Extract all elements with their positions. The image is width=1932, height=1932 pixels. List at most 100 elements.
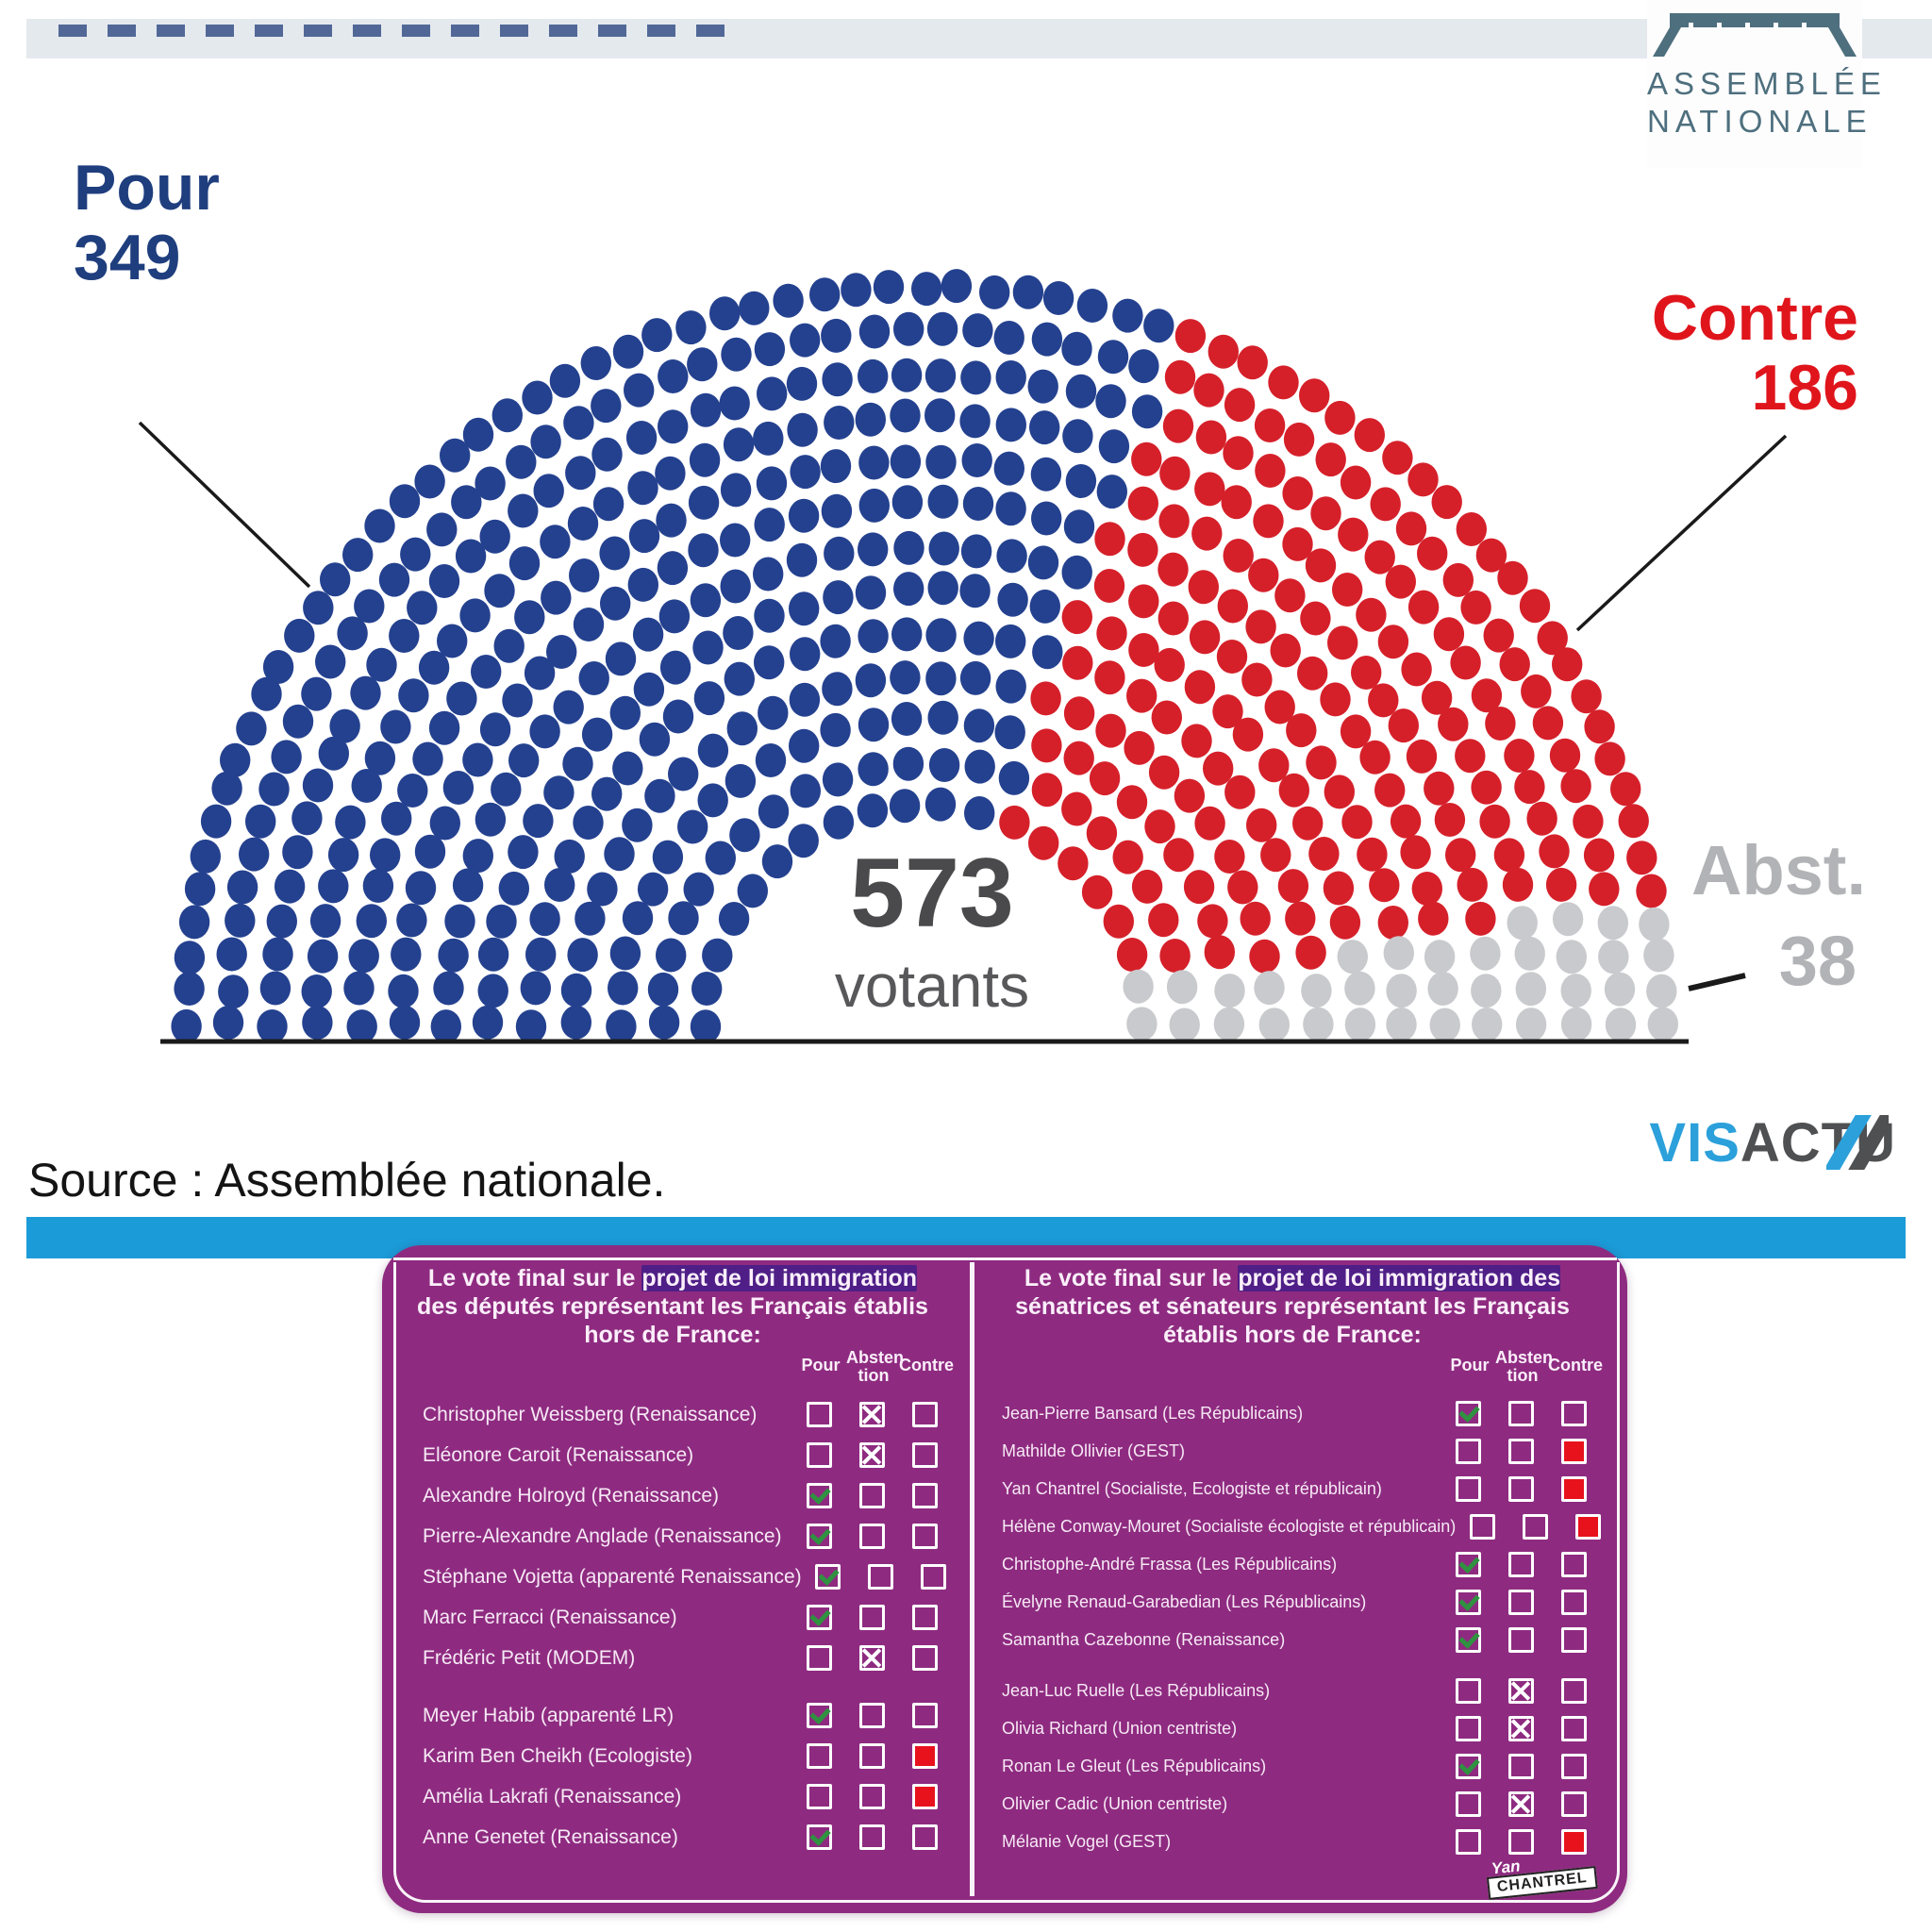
seat-dot (1166, 970, 1198, 1005)
seat-dot (1357, 837, 1388, 872)
seat-dot (211, 771, 242, 806)
seat-dot (627, 471, 658, 506)
seat-dot (628, 519, 660, 554)
seat-dot (995, 491, 1026, 526)
seat-dot (1598, 940, 1629, 974)
seat-dot (348, 939, 379, 974)
pour-annotation: Pour 349 (74, 153, 220, 292)
seat-dot (632, 617, 664, 652)
seat-dot (1470, 936, 1501, 971)
seat-dot (318, 736, 349, 771)
vote-cell-abstention (845, 1645, 898, 1671)
deputy-name: Meyer Habib (apparenté LR) (423, 1704, 675, 1726)
vote-rows-senateurs: Jean-Pierre Bansard (Les Républicains) Ma… (1002, 1394, 1601, 1860)
seat-dot (1475, 538, 1507, 573)
seat-dot (1208, 334, 1240, 369)
table-row: Mélanie Vogel (GEST) (1002, 1823, 1600, 1860)
seat-dot (658, 409, 689, 444)
seat-dot (928, 748, 960, 782)
seat-dot (925, 444, 957, 479)
seat-dot (258, 772, 290, 807)
abst-label-text: Abst. (1691, 831, 1866, 909)
seat-dot (471, 655, 502, 689)
seat-dot (1227, 870, 1258, 905)
seat-dot (690, 1009, 722, 1044)
seat-dot (1217, 589, 1249, 624)
seat-dot (723, 616, 754, 650)
seat-dot (477, 937, 509, 972)
vote-cell-pour (1441, 1551, 1494, 1577)
seat-dot (1483, 618, 1514, 653)
seat-dot (820, 624, 851, 658)
seat-dot (475, 466, 506, 501)
table-row: Anne Genetet (Renaissance) (423, 1817, 951, 1857)
seat-dot (891, 702, 923, 736)
x-mark-icon (858, 1645, 885, 1671)
seat-dot (1216, 640, 1248, 674)
seat-dot (756, 466, 788, 501)
seat-dot (924, 358, 957, 393)
vote-cell-contre (898, 1784, 951, 1809)
table-row: Mathilde Ollivier (GEST) (1002, 1432, 1600, 1470)
seat-dot (961, 443, 992, 477)
vote-checkbox-pour (1455, 1400, 1481, 1426)
seat-dot (515, 1009, 547, 1044)
deputy-name: Olivier Cadic (Union centriste) (1002, 1793, 1228, 1813)
seat-dot (1031, 322, 1063, 357)
seat-dot (1096, 475, 1128, 509)
vote-cell-contre (898, 1442, 951, 1468)
seat-dot (1390, 804, 1422, 839)
table-row: Samantha Cazebonne (Renaissance) (1002, 1621, 1600, 1658)
seat-dot (1369, 868, 1400, 903)
seat-dot (891, 617, 923, 652)
abst-callout-dash (1688, 973, 1746, 991)
seat-dot (1253, 504, 1284, 539)
vote-cell-abstention (1494, 1551, 1547, 1577)
seat-dot (1076, 289, 1108, 323)
seat-dot (546, 635, 577, 669)
seat-dot (225, 903, 256, 938)
seat-dot (560, 973, 592, 1008)
seat-dot (1058, 846, 1089, 881)
vote-cell-pour (802, 1564, 855, 1590)
deputy-name: Karim Ben Cheikh (Ecologiste) (423, 1744, 692, 1767)
seat-dot (414, 834, 446, 869)
seat-dot (709, 296, 741, 331)
seat-dot (320, 562, 351, 597)
seat-dot (1151, 700, 1183, 735)
header-highlight: projet de loi immigration des (1238, 1265, 1561, 1291)
seat-dot (1341, 805, 1373, 840)
seat-dot (1184, 670, 1216, 705)
table-row: Yan Chantrel (Socialiste, Ecologiste et … (1002, 1470, 1600, 1507)
vote-checkbox-pour (1455, 1828, 1481, 1855)
seat-dot (889, 789, 921, 824)
seat-dot (378, 562, 410, 597)
seat-dot (563, 406, 594, 441)
seat-dot (1223, 539, 1254, 573)
vote-cell-abstention (845, 1483, 898, 1508)
vote-cell-pour (1441, 1753, 1494, 1779)
seat-dot (1383, 936, 1415, 971)
seat-dot (282, 835, 313, 870)
seat-dot (342, 538, 374, 573)
seat-dot (1301, 974, 1332, 1008)
deputy-name: Amélia Lakrafi (Renaissance) (423, 1785, 682, 1807)
seat-dot (858, 619, 889, 654)
seat-dot (303, 591, 334, 625)
seat-dot (274, 869, 306, 904)
table-row: Pierre-Alexandre Anglade (Renaissance) (423, 1516, 951, 1557)
seat-dot (412, 741, 443, 776)
seat-dot (1116, 785, 1148, 820)
seat-dot (1417, 536, 1448, 571)
seat-dot (1583, 838, 1615, 873)
vote-cell-pour (1441, 1400, 1494, 1426)
seat-dot (720, 569, 751, 604)
seat-dot (1093, 569, 1125, 603)
seat-dot (890, 660, 921, 695)
vote-cell-abstention (1508, 1513, 1561, 1540)
seat-dot (739, 291, 770, 325)
seat-dot (677, 809, 708, 844)
vote-checkbox-abstention (1507, 1551, 1534, 1577)
seat-dot (1089, 761, 1121, 796)
vote-checkbox-pour (806, 1784, 832, 1809)
